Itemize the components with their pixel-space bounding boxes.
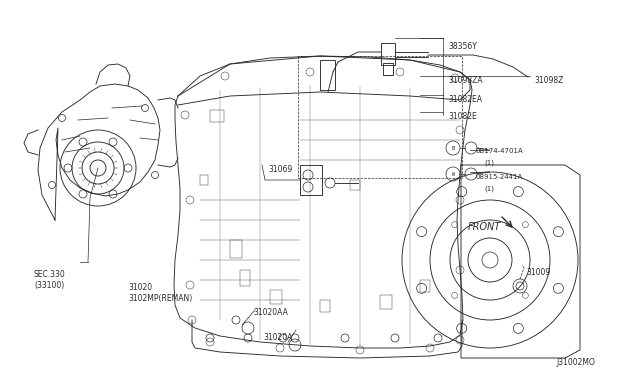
Bar (270, 290, 282, 304)
Bar (380, 295, 392, 309)
Text: 0B174-4701A: 0B174-4701A (475, 148, 523, 154)
Text: B: B (451, 145, 454, 151)
Text: 31098Z: 31098Z (534, 76, 563, 85)
Text: 31082E: 31082E (448, 112, 477, 121)
Bar (320, 300, 330, 312)
Text: 38356Y: 38356Y (448, 42, 477, 51)
Bar (383, 63, 393, 75)
Bar (300, 165, 322, 195)
Bar (381, 43, 395, 65)
Bar (350, 180, 360, 190)
Text: SEC.330: SEC.330 (34, 270, 66, 279)
Text: FRONT: FRONT (468, 222, 501, 232)
Bar (230, 240, 242, 258)
Bar (240, 270, 250, 286)
Bar (210, 110, 224, 122)
Bar (200, 175, 208, 185)
Text: 31098ZA: 31098ZA (448, 76, 483, 85)
Text: 31009: 31009 (526, 268, 550, 277)
Text: 31020: 31020 (128, 283, 152, 292)
Bar (420, 280, 430, 292)
Text: W: W (452, 171, 454, 176)
Bar (320, 60, 335, 90)
Text: (1): (1) (484, 186, 494, 192)
Text: (33100): (33100) (34, 281, 64, 290)
Text: J31002MO: J31002MO (556, 358, 595, 367)
Text: 3102MP(REMAN): 3102MP(REMAN) (128, 294, 192, 303)
Text: 08915-2441A: 08915-2441A (475, 174, 522, 180)
Text: 31020AA: 31020AA (253, 308, 288, 317)
Text: (1): (1) (484, 160, 494, 167)
Text: 31082EA: 31082EA (448, 95, 482, 104)
Text: 31020A: 31020A (263, 333, 292, 342)
Text: 31069: 31069 (268, 165, 292, 174)
